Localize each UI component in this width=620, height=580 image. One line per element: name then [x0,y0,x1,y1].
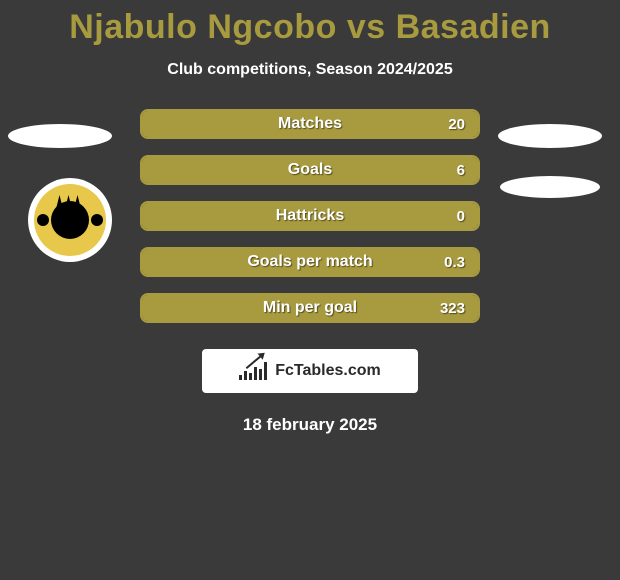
stat-row: Goals per match0.3 [0,247,620,293]
stat-row: Goals6 [0,155,620,201]
stat-label: Hattricks [140,201,480,231]
stat-label: Goals per match [140,247,480,277]
stat-label: Matches [140,109,480,139]
site-name: FcTables.com [275,362,381,380]
subtitle: Club competitions, Season 2024/2025 [0,61,620,79]
bars-icon [239,362,267,380]
page-title: Njabulo Ngcobo vs Basadien [0,0,620,47]
stat-value: 0.3 [444,247,465,277]
stat-value: 6 [457,155,465,185]
site-attribution: FcTables.com [202,349,418,393]
stat-label: Goals [140,155,480,185]
stat-label: Min per goal [140,293,480,323]
stat-row: Min per goal323 [0,293,620,339]
stat-value: 0 [457,201,465,231]
stat-value: 20 [448,109,465,139]
stat-row: Matches20 [0,109,620,155]
stat-value: 323 [440,293,465,323]
stat-row: Hattricks0 [0,201,620,247]
date-label: 18 february 2025 [0,415,620,435]
